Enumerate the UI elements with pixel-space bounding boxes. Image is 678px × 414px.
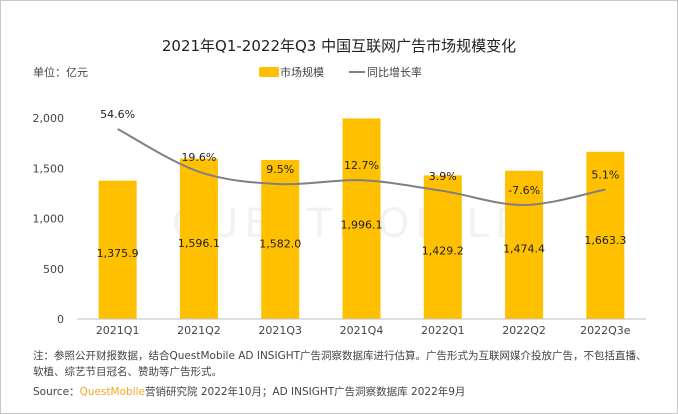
- bar: [98, 180, 137, 319]
- line-value-label: -7.6%: [508, 184, 540, 197]
- line-value-label: 9.5%: [266, 163, 294, 176]
- line-value-label: 5.1%: [591, 168, 619, 181]
- bar: [423, 175, 462, 319]
- x-tick-label: 2021Q1: [96, 324, 140, 337]
- chart-title: 2021年Q1-2022年Q3 中国互联网广告市场规模变化: [161, 37, 517, 55]
- bar: [261, 160, 300, 319]
- x-tick-label: 2022Q1: [421, 324, 465, 337]
- x-tick-label: 2022Q3e: [580, 324, 631, 337]
- growth-rate-line: [117, 128, 606, 206]
- x-tick-label: 2022Q2: [502, 324, 546, 337]
- bar: [342, 118, 381, 319]
- bar-value-label: 1,375.9: [97, 247, 139, 260]
- y-tick-label: 1,500: [33, 162, 65, 175]
- y-tick-label: 500: [43, 263, 64, 276]
- x-tick-label: 2021Q4: [340, 324, 384, 337]
- line-value-label: 3.9%: [429, 170, 457, 183]
- x-tick-label: 2021Q3: [258, 324, 302, 337]
- source-rest: 营销研究院 2022年10月；AD INSIGHT广告洞察数据库 2022年9月: [145, 386, 466, 398]
- legend-bar-swatch: [259, 67, 279, 77]
- line-value-label: 19.6%: [181, 151, 216, 164]
- source-line: Source：QuestMobile营销研究院 2022年10月；AD INSI…: [33, 384, 465, 399]
- bar: [179, 158, 218, 319]
- legend-item-line: 同比增长率: [349, 64, 422, 80]
- bar-value-label: 1,474.4: [503, 242, 545, 255]
- unit-label: 单位：亿元: [33, 66, 88, 79]
- y-tick-label: 0: [57, 313, 64, 326]
- line-value-label: 54.6%: [100, 108, 135, 121]
- bar: [505, 170, 544, 319]
- legend-line-label: 同比增长率: [367, 66, 422, 79]
- legend-line-swatch: [349, 71, 365, 73]
- footnote: 注：参照公开财报数据，结合QuestMobile AD INSIGHT广告洞察数…: [33, 350, 647, 378]
- source-prefix: Source：: [33, 386, 80, 398]
- bar: [586, 151, 625, 319]
- source-brand: QuestMobile: [79, 386, 145, 398]
- bar-value-label: 1,996.1: [341, 219, 383, 232]
- y-tick-label: 2,000: [33, 112, 65, 125]
- y-tick-label: 1,000: [33, 213, 65, 226]
- legend-bar-label: 市场规模: [280, 66, 324, 79]
- bar-value-label: 1,582.0: [259, 237, 301, 250]
- bar-value-label: 1,429.2: [422, 244, 464, 257]
- line-value-label: 12.7%: [344, 159, 379, 172]
- bar-value-label: 1,663.3: [584, 234, 626, 247]
- legend-item-bar: 市场规模: [259, 64, 324, 80]
- bar-value-label: 1,596.1: [178, 237, 220, 250]
- x-tick-label: 2021Q2: [177, 324, 221, 337]
